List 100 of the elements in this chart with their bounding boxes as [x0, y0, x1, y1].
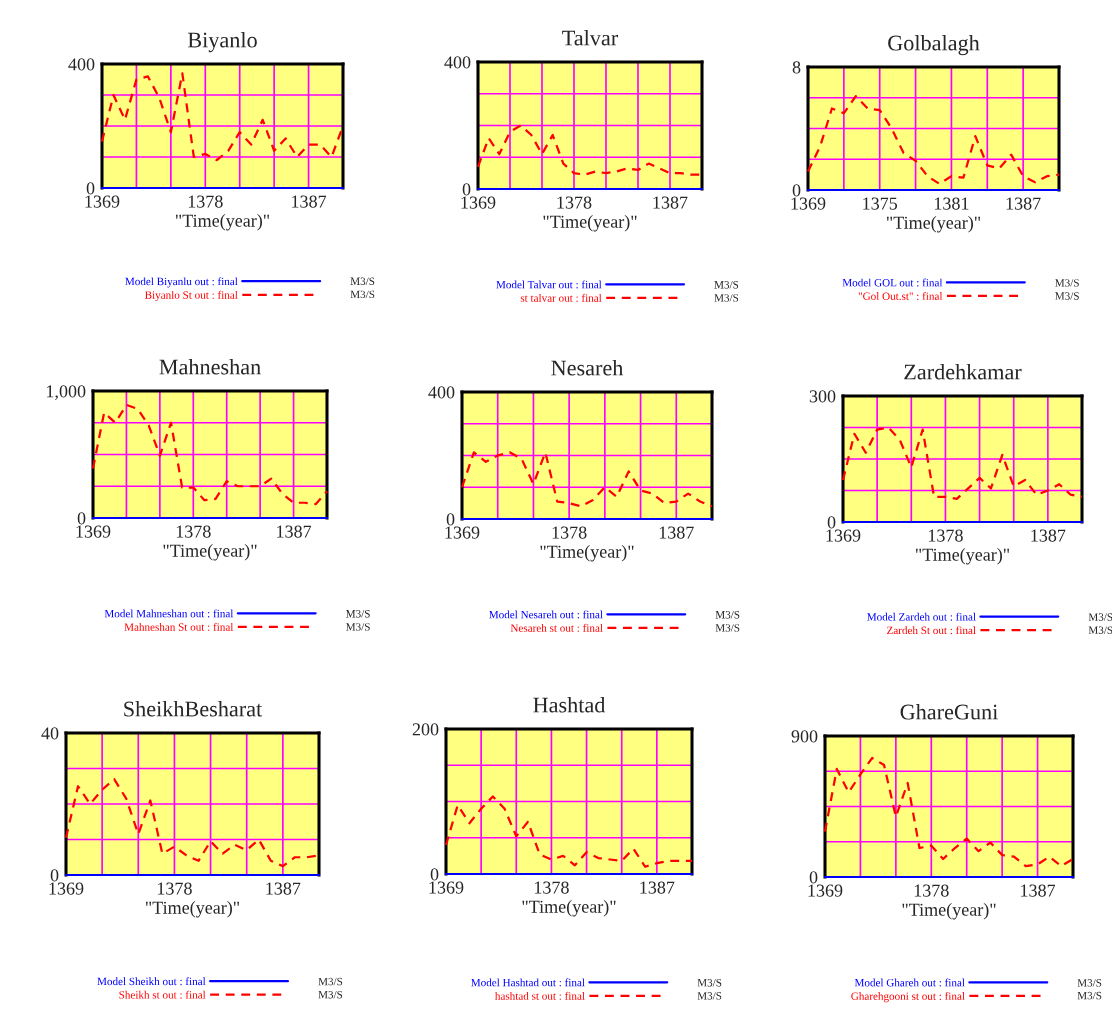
- line-series: [806, 95, 1061, 185]
- y-tick-label: 0: [430, 868, 439, 881]
- text: Sheikh st out : final: [119, 990, 206, 999]
- text: Nesareh st out : final: [510, 623, 603, 632]
- y-tick-label: 900: [791, 730, 818, 743]
- x-tick-label: 1378: [188, 195, 223, 208]
- text: M3/S: [350, 277, 375, 285]
- chart-title: Talvar: [562, 29, 619, 46]
- text: Mahneshan St out : final: [124, 622, 234, 631]
- text: M3/S: [715, 611, 740, 619]
- chart-title: Nesareh: [551, 359, 624, 376]
- text: M3/S: [346, 610, 370, 618]
- x-tick-label: 1387: [277, 525, 312, 538]
- y-tick-label: 8: [792, 61, 801, 74]
- chart-title: Zardehkamar: [904, 363, 1022, 380]
- x-tick-label: 1369: [461, 196, 496, 209]
- text: st talvar out : final: [520, 293, 602, 302]
- x-tick-label: 1387: [653, 196, 688, 209]
- text: hashtad st out : final: [494, 991, 585, 1000]
- x-axis-title: "Time(year)": [543, 215, 637, 232]
- x-tick-label: 1378: [557, 196, 592, 209]
- text: M3/S: [346, 623, 370, 631]
- text: M3/S: [1077, 979, 1102, 987]
- x-tick-label: 1378: [928, 529, 963, 542]
- x-tick-label: 1369: [85, 195, 120, 208]
- x-tick-label: 1381: [934, 197, 969, 210]
- text: Model Ghareh out : final: [854, 978, 965, 987]
- text: Biyanlo St out : final: [144, 290, 238, 302]
- text: Zardeh St out : final: [887, 626, 976, 635]
- text: M3/S: [697, 992, 722, 1000]
- y-tick-label: 0: [792, 184, 801, 197]
- line-series: [823, 756, 1075, 868]
- chart-title: Hashtad: [533, 696, 606, 713]
- x-axis-title: "Time(year)": [163, 544, 257, 561]
- text: M3/S: [1055, 292, 1079, 300]
- y-tick-label: 400: [444, 56, 471, 69]
- y-tick-label: 0: [446, 513, 455, 526]
- x-axis-title: "Time(year)": [175, 214, 270, 231]
- x-tick-label: 1387: [1006, 197, 1041, 210]
- text: Model Nesareh out : final: [489, 610, 603, 619]
- x-tick-label: 1375: [863, 197, 898, 210]
- text: Model Mahneshan out : final: [104, 609, 234, 618]
- chart-title: Biyanlo: [187, 31, 257, 53]
- line-series: [100, 72, 345, 162]
- text: Model GOL out : final: [842, 278, 943, 287]
- x-tick-label: 1369: [49, 882, 84, 895]
- text: "Gol Out.st" : final: [858, 291, 943, 300]
- x-tick-label: 1387: [659, 526, 694, 539]
- text: M3/S: [714, 294, 739, 302]
- text: M3/S: [1055, 279, 1079, 287]
- line-series: [444, 795, 694, 868]
- x-tick-label: 1369: [445, 526, 480, 539]
- text: M3/S: [1088, 626, 1112, 634]
- line-series: [841, 426, 1084, 501]
- line-series: [91, 403, 329, 506]
- y-tick-label: 40: [41, 727, 59, 740]
- y-tick-label: 400: [428, 386, 455, 399]
- x-tick-label: 1378: [157, 882, 192, 895]
- x-axis-title: "Time(year)": [540, 545, 634, 562]
- y-tick-label: 300: [809, 390, 836, 403]
- text: Model Sheikh out : final: [97, 977, 206, 986]
- y-tick-label: 0: [809, 871, 818, 884]
- x-tick-label: 1369: [429, 881, 464, 894]
- x-tick-label: 1369: [826, 529, 861, 542]
- x-tick-label: 1378: [914, 884, 949, 897]
- text: M3/S: [1088, 613, 1112, 621]
- text: Model Hashtad out : final: [471, 978, 585, 987]
- x-tick-label: 1369: [808, 884, 843, 897]
- y-tick-label: 0: [77, 512, 86, 525]
- chart-title: SheikhBesharat: [124, 700, 263, 717]
- text: M3/S: [714, 281, 739, 289]
- text: Model Zardeh out : final: [867, 612, 976, 621]
- x-axis-title: "Time(year)": [145, 901, 240, 918]
- x-axis-title: "Time(year)": [522, 900, 616, 917]
- chart-title: Mahneshan: [159, 358, 261, 375]
- y-tick-label: 200: [412, 723, 439, 736]
- line-series: [460, 451, 714, 508]
- x-axis-title: "Time(year)": [886, 216, 981, 233]
- y-tick-label: 0: [86, 182, 95, 195]
- y-tick-label: 1,000: [47, 385, 86, 401]
- y-tick-label: 400: [68, 58, 95, 71]
- y-tick-label: 0: [827, 516, 836, 529]
- x-tick-label: 1369: [791, 197, 826, 210]
- text: Model Talvar out : final: [496, 280, 602, 289]
- text: M3/S: [715, 624, 740, 632]
- y-tick-label: 0: [462, 183, 471, 196]
- x-tick-label: 1387: [292, 195, 327, 208]
- text: Gharehgooni st out : final: [851, 992, 965, 1003]
- text: M3/S: [1077, 991, 1102, 1000]
- x-tick-label: 1369: [76, 525, 111, 538]
- text: M3/S: [318, 990, 343, 999]
- x-tick-label: 1387: [266, 882, 301, 895]
- text: M3/S: [350, 290, 375, 299]
- y-tick-label: 0: [50, 869, 59, 882]
- x-tick-label: 1378: [552, 526, 587, 539]
- x-tick-label: 1387: [1031, 529, 1066, 542]
- x-axis-title: "Time(year)": [902, 903, 996, 920]
- x-axis-title: "Time(year)": [915, 548, 1010, 565]
- text: Model Biyanlu out : final: [125, 277, 238, 288]
- chart-title: Golbalagh: [888, 34, 980, 56]
